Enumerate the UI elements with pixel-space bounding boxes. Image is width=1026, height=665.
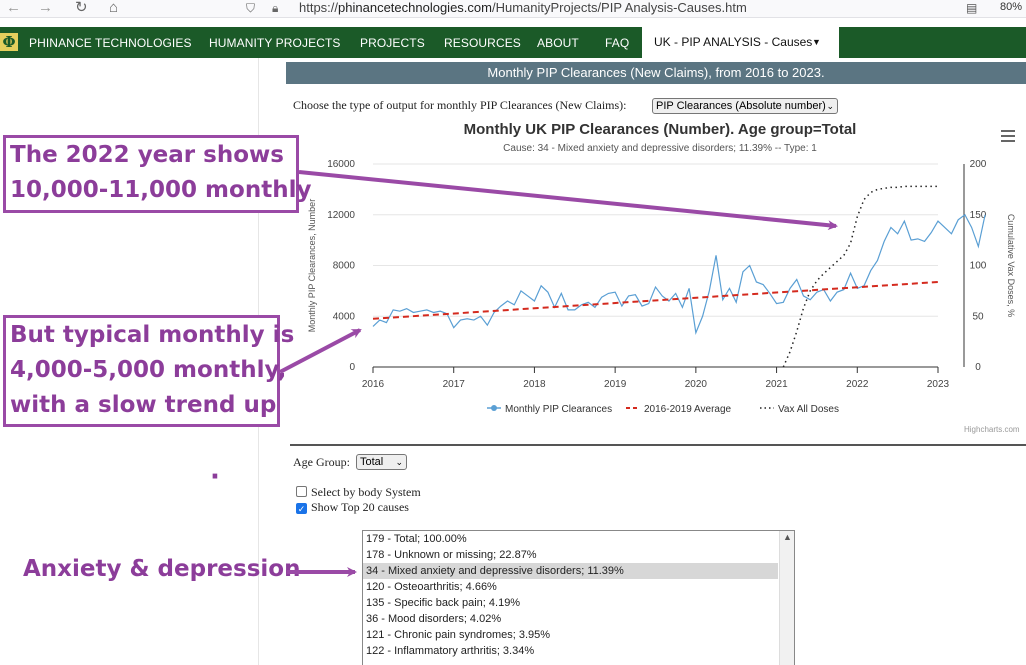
nav-item-pip-analysis[interactable]: UK - PIP ANALYSIS - Causes ▼: [642, 27, 839, 58]
legend-marker: [491, 405, 497, 411]
output-type-select[interactable]: PIP Clearances (Absolute number) ⌄: [652, 98, 838, 114]
hamburger-menu-icon[interactable]: [1001, 130, 1015, 145]
annotation-line: 4,000-5,000 monthly,: [10, 357, 287, 383]
cause-option[interactable]: 178 - Unknown or missing; 22.87%: [366, 549, 537, 561]
x-tick-label: 2017: [443, 379, 466, 390]
causes-listbox[interactable]: 179 - Total; 100.00% 178 - Unknown or mis…: [362, 530, 795, 665]
cause-option[interactable]: 179 - Total; 100.00%: [366, 533, 467, 545]
legend-label: 2016-2019 Average: [644, 404, 732, 415]
y2-tick-label: 200: [970, 159, 987, 170]
y2-tick-label: 100: [970, 261, 987, 272]
annotation-dot: ·: [210, 462, 220, 492]
x-tick-label: 2020: [685, 379, 708, 390]
series-line-vax: [782, 185, 938, 368]
nav-item-faq[interactable]: FAQ: [605, 36, 630, 50]
cause-option[interactable]: 135 - Specific back pain; 4.19%: [366, 597, 521, 609]
output-type-label: Choose the type of output for monthly PI…: [293, 98, 627, 112]
y-tick-label: 0: [349, 362, 355, 373]
browser-toolbar: ← → ↻ ⌂ ⛉ 🔒︎ https://phinancetechnologie…: [0, 0, 1026, 18]
nav-item-phinance[interactable]: PHINANCE TECHNOLOGIES: [29, 36, 192, 50]
age-group-select[interactable]: Total ⌄: [356, 454, 407, 470]
annotation-box-2022: The 2022 year shows 10,000-11,000 monthl…: [3, 135, 312, 213]
y-axis-title: Monthly PIP Clearances, Number: [307, 199, 317, 332]
shield-icon[interactable]: ⛉: [246, 1, 256, 15]
cause-option[interactable]: 34 - Mixed anxiety and depressive disord…: [363, 563, 778, 579]
listbox-scrollbar[interactable]: ▲: [779, 531, 794, 665]
nav-item-about[interactable]: ABOUT: [537, 36, 579, 50]
output-type-value: PIP Clearances (Absolute number): [656, 100, 826, 112]
page-banner: Monthly PIP Clearances (New Claims), fro…: [286, 62, 1026, 84]
nav-item-humanity-projects[interactable]: HUMANITY PROJECTS: [209, 36, 341, 50]
logo-icon[interactable]: Φ: [0, 33, 18, 51]
body-system-checkbox-row[interactable]: Select by body System: [296, 485, 421, 500]
cause-option[interactable]: 122 - Inflammatory arthritis; 3.34%: [366, 645, 535, 657]
chart-subtitle: Cause: 34 - Mixed anxiety and depressive…: [503, 143, 817, 154]
y2-tick-label: 0: [975, 362, 981, 373]
body-system-label: Select by body System: [311, 485, 421, 499]
x-tick-label: 2018: [523, 379, 546, 390]
y-tick-label: 16000: [327, 159, 355, 170]
annotation-label-anxiety: Anxiety & depression: [23, 556, 301, 582]
series-line-average: [372, 280, 939, 320]
url-host: phinancetechnologies.com: [338, 0, 492, 15]
caret-down-icon: ▼: [812, 37, 821, 47]
annotation-line: with a slow trend up: [10, 392, 277, 418]
chevron-down-icon: ⌄: [395, 457, 403, 467]
chart-title: Monthly UK PIP Clearances (Number). Age …: [463, 121, 857, 138]
annotation-line: 10,000-11,000 monthly: [10, 177, 312, 203]
top20-label: Show Top 20 causes: [311, 500, 409, 514]
arrow-right-icon[interactable]: →: [38, 0, 53, 16]
y2-axis-title: Cumulative Vax Doses, %: [1006, 214, 1016, 317]
x-tick-label: 2016: [362, 379, 385, 390]
body-system-checkbox[interactable]: [296, 486, 307, 497]
y-tick-label: 4000: [333, 311, 356, 322]
zoom-level[interactable]: 80%: [1000, 1, 1023, 13]
age-group-value: Total: [360, 456, 384, 468]
highcharts-credit[interactable]: Highcharts.com: [964, 425, 1020, 434]
url-path: /HumanityProjects/PIP Analysis-Causes.ht…: [491, 0, 747, 15]
url-prefix: https://: [299, 0, 339, 15]
annotation-box-typical: But typical monthly is 4,000-5,000 month…: [3, 315, 295, 427]
x-tick-label: 2019: [604, 379, 627, 390]
y-tick-label: 12000: [327, 210, 355, 221]
reader-view-icon[interactable]: ▤: [966, 1, 978, 15]
site-navbar: Φ PHINANCE TECHNOLOGIES HUMANITY PROJECT…: [0, 27, 1026, 58]
cause-option[interactable]: 36 - Mood disorders; 4.02%: [366, 613, 502, 625]
cause-option[interactable]: 120 - Osteoarthritis; 4.66%: [366, 581, 497, 593]
legend-label: Vax All Doses: [778, 404, 839, 415]
nav-item-projects[interactable]: PROJECTS: [360, 36, 425, 50]
nav-active-label: UK - PIP ANALYSIS - Causes: [654, 35, 813, 49]
y-tick-label: 8000: [333, 261, 356, 272]
pip-chart: 0 4000 8000 12000 16000 0 50 100 150 200 2016 2017 2…: [307, 159, 1016, 415]
x-tick-label: 2022: [846, 379, 869, 390]
top20-checkbox-row[interactable]: ✓ Show Top 20 causes: [296, 500, 409, 515]
address-bar[interactable]: https://phinancetechnologies.com/Humanit…: [299, 0, 747, 15]
x-tick-label: 2021: [765, 379, 788, 390]
section-divider: [290, 444, 1026, 446]
reload-icon[interactable]: ↻: [75, 0, 88, 16]
age-group-label: Age Group:: [293, 455, 350, 469]
legend-label: Monthly PIP Clearances: [505, 404, 612, 415]
x-tick-label: 2023: [927, 379, 950, 390]
nav-item-resources[interactable]: RESOURCES: [444, 36, 521, 50]
cause-option[interactable]: 121 - Chronic pain syndromes; 3.95%: [366, 629, 551, 641]
scroll-up-icon[interactable]: ▲: [783, 532, 792, 542]
annotation-line: But typical monthly is: [10, 322, 295, 348]
lock-icon[interactable]: 🔒︎: [272, 1, 279, 15]
series-line-pip-clearances: [372, 213, 986, 335]
top20-checkbox[interactable]: ✓: [296, 503, 307, 514]
home-icon[interactable]: ⌂: [109, 0, 119, 16]
annotation-line: The 2022 year shows: [10, 142, 284, 168]
chevron-down-icon: ⌄: [826, 101, 834, 111]
y2-tick-label: 150: [970, 210, 987, 221]
y2-tick-label: 50: [972, 311, 984, 322]
arrow-left-icon[interactable]: ←: [6, 0, 21, 16]
